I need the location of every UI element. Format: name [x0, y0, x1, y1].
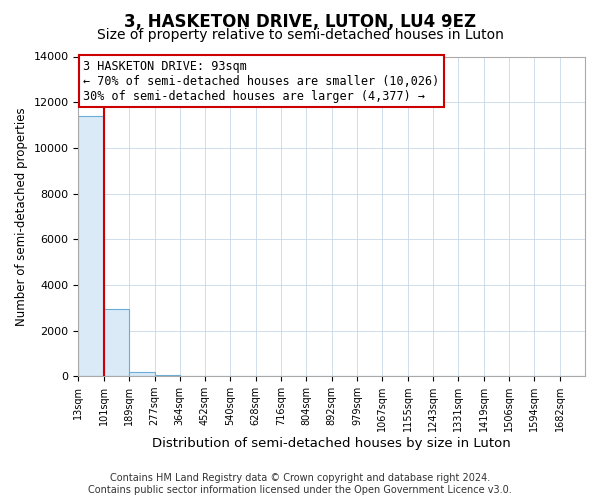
X-axis label: Distribution of semi-detached houses by size in Luton: Distribution of semi-detached houses by … — [152, 437, 511, 450]
Text: Contains HM Land Registry data © Crown copyright and database right 2024.
Contai: Contains HM Land Registry data © Crown c… — [88, 474, 512, 495]
Text: 3, HASKETON DRIVE, LUTON, LU4 9EZ: 3, HASKETON DRIVE, LUTON, LU4 9EZ — [124, 12, 476, 30]
Bar — [129, 372, 155, 376]
Text: Size of property relative to semi-detached houses in Luton: Size of property relative to semi-detach… — [97, 28, 503, 42]
Y-axis label: Number of semi-detached properties: Number of semi-detached properties — [15, 107, 28, 326]
Bar — [104, 309, 129, 376]
Text: 3 HASKETON DRIVE: 93sqm
← 70% of semi-detached houses are smaller (10,026)
30% o: 3 HASKETON DRIVE: 93sqm ← 70% of semi-de… — [83, 60, 440, 102]
Bar — [79, 116, 104, 376]
